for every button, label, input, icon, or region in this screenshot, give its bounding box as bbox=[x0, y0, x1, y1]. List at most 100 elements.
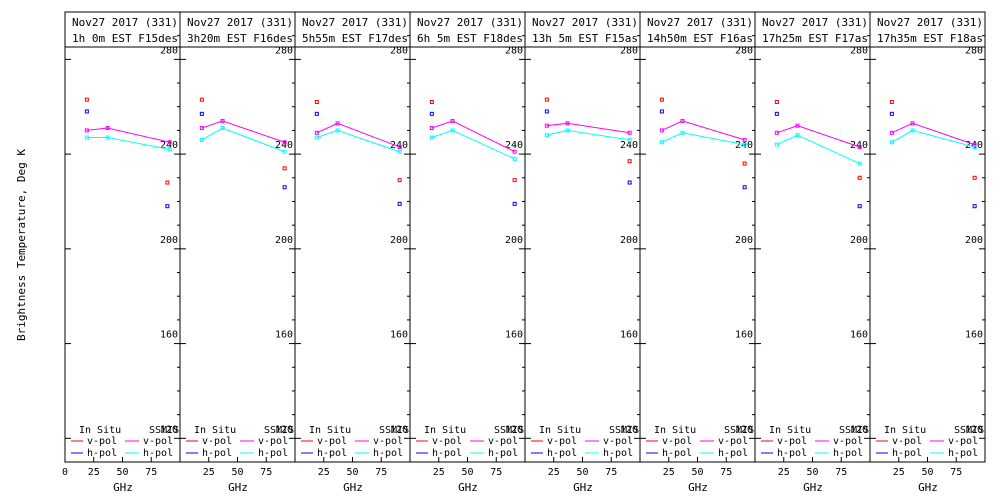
legend-ssmis-header: SSMIS bbox=[724, 425, 754, 436]
insitu-vpol-point bbox=[857, 175, 862, 180]
insitu-hpol-point bbox=[742, 185, 747, 190]
x-axis-label: GHz bbox=[688, 481, 708, 494]
panel-title-group: Nov27 2017 (331) 5h55m EST F17des bbox=[302, 16, 408, 45]
x-axis-label: GHz bbox=[228, 481, 248, 494]
legend-ssmis-label: v-pol bbox=[373, 436, 403, 447]
x-tick-label: 50 bbox=[346, 467, 358, 478]
ssmis-hpol-line bbox=[86, 137, 170, 150]
ssmis-hpol-line bbox=[431, 129, 515, 160]
ssmis-vpol-line-point bbox=[450, 118, 455, 123]
ssmis-vpol-line bbox=[86, 127, 170, 143]
ssmis-vpol-line-point bbox=[84, 128, 89, 133]
y-tick-label: 160 bbox=[505, 330, 523, 341]
panel-3: Nov27 2017 (331) 5h55m EST F17des 120 160 20… bbox=[294, 11, 411, 494]
legend-ssmis-header: SSMIS bbox=[839, 425, 869, 436]
insitu-hpol-point bbox=[627, 180, 632, 185]
panel-title-date: Nov27 2017 (331) bbox=[762, 16, 868, 29]
insitu-vpol-point bbox=[397, 178, 402, 183]
x-axis-label: GHz bbox=[458, 481, 478, 494]
panel-8: Nov27 2017 (331) 17h35m EST F18asc 120 160 2… bbox=[869, 11, 990, 494]
ssmis-vpol-line-point bbox=[910, 121, 915, 126]
ssmis-vpol-line-point bbox=[397, 145, 402, 149]
ssmis-vpol-line-point bbox=[774, 130, 779, 135]
y-tick-label: 200 bbox=[620, 235, 638, 246]
insitu-hpol-point bbox=[889, 111, 894, 116]
ssmis-vpol-line-point bbox=[199, 126, 204, 131]
y-tick-label: 280 bbox=[965, 45, 983, 56]
ssmis-vpol-line-point bbox=[742, 137, 747, 142]
x-tick-label: 75 bbox=[260, 467, 272, 478]
ssmis-hpol-line-point bbox=[627, 137, 632, 142]
legend-ssmis-header: SSMIS bbox=[149, 425, 179, 436]
ssmis-hpol-line-point bbox=[857, 161, 862, 166]
ssmis-vpol-line bbox=[776, 125, 860, 148]
x-tick-label: 25 bbox=[778, 467, 790, 478]
y-tick-label: 280 bbox=[160, 45, 178, 56]
legend-insitu-label: h-pol bbox=[547, 448, 577, 459]
ssmis-hpol-line bbox=[891, 129, 975, 148]
y-tick-label: 120 bbox=[850, 424, 868, 435]
panel-title-time: 13h 5m EST F15asc bbox=[532, 32, 645, 45]
panel-title-group: Nov27 2017 (331) 17h25m EST F17asc bbox=[762, 16, 869, 45]
ssmis-hpol-line-point bbox=[397, 149, 402, 154]
legend-ssmis-label: h-pol bbox=[143, 448, 173, 459]
legend-insitu-header: In Situ bbox=[79, 425, 121, 436]
insitu-vpol-point bbox=[659, 97, 664, 102]
insitu-vpol-point bbox=[972, 175, 977, 180]
x-tick-label: 50 bbox=[116, 467, 128, 478]
x-axis-label: GHz bbox=[113, 481, 133, 494]
panel-title-group: Nov27 2017 (331) 13h 5m EST F15asc bbox=[532, 16, 645, 45]
insitu-vpol-point bbox=[889, 100, 894, 104]
ssmis-hpol-line-point bbox=[282, 149, 287, 154]
insitu-vpol-point bbox=[199, 97, 204, 102]
x-tick-label: 50 bbox=[691, 467, 703, 478]
y-tick-label: 160 bbox=[160, 330, 178, 341]
panel-title-time: 5h55m EST F17des bbox=[302, 32, 408, 45]
ssmis-hpol-line-point bbox=[450, 128, 455, 133]
legend-ssmis-label: v-pol bbox=[603, 436, 633, 447]
ssmis-vpol-line-point bbox=[512, 149, 517, 154]
legend-ssmis-label: h-pol bbox=[833, 448, 863, 459]
panel-title-time: 14h50m EST F16asc bbox=[647, 32, 760, 45]
legend-ssmis-header: SSMIS bbox=[379, 425, 409, 436]
ssmis-hpol-line-point bbox=[167, 147, 172, 152]
ssmis-hpol-line-point bbox=[429, 135, 434, 140]
ssmis-hpol-line bbox=[201, 127, 285, 153]
insitu-hpol-point bbox=[972, 204, 977, 209]
ssmis-vpol-line-point bbox=[429, 126, 434, 131]
panel-title-time: 17h35m EST F18asc bbox=[877, 32, 990, 45]
y-tick-label: 160 bbox=[850, 330, 868, 341]
ssmis-vpol-line bbox=[431, 120, 515, 153]
ssmis-hpol-line-point bbox=[199, 137, 204, 142]
legend-insitu-header: In Situ bbox=[884, 425, 926, 436]
legend-ssmis-label: v-pol bbox=[143, 436, 173, 447]
panel-title-group: Nov27 2017 (331) 6h 5m EST F18des bbox=[417, 16, 523, 45]
x-tick-label: 75 bbox=[605, 467, 617, 478]
ssmis-vpol-line-point bbox=[314, 130, 319, 135]
x-tick-label: 25 bbox=[203, 467, 215, 478]
legend-ssmis-header: SSMIS bbox=[264, 425, 294, 436]
x-tick-label: 50 bbox=[231, 467, 243, 478]
panel-title-date: Nov27 2017 (331) bbox=[72, 16, 178, 29]
insitu-vpol-point bbox=[544, 97, 549, 102]
ssmis-hpol-line-point bbox=[565, 128, 570, 133]
x-tick-label: 75 bbox=[375, 467, 387, 478]
y-tick-label: 200 bbox=[390, 235, 408, 246]
legend-ssmis-label: h-pol bbox=[948, 448, 978, 459]
legend-insitu-header: In Situ bbox=[424, 425, 466, 436]
y-tick-label: 160 bbox=[390, 330, 408, 341]
legend-insitu-label: h-pol bbox=[202, 448, 232, 459]
y-tick-label: 240 bbox=[735, 140, 753, 151]
legend-ssmis-label: v-pol bbox=[258, 436, 288, 447]
insitu-hpol-point bbox=[429, 111, 434, 116]
panel-1: Nov27 2017 (331) 1h 0m EST F15des 120 160 20… bbox=[62, 11, 181, 494]
ssmis-vpol-line bbox=[661, 120, 745, 141]
legend-insitu-label: v-pol bbox=[547, 436, 577, 447]
x-tick-label: 75 bbox=[950, 467, 962, 478]
legend-insitu-label: h-pol bbox=[892, 448, 922, 459]
x-tick-label: 75 bbox=[835, 467, 847, 478]
legend-ssmis-label: v-pol bbox=[488, 436, 518, 447]
insitu-hpol-point bbox=[165, 204, 170, 209]
panel-5: Nov27 2017 (331) 13h 5m EST F15asc 120 160 2… bbox=[524, 11, 645, 494]
ssmis-hpol-line-point bbox=[774, 142, 779, 147]
